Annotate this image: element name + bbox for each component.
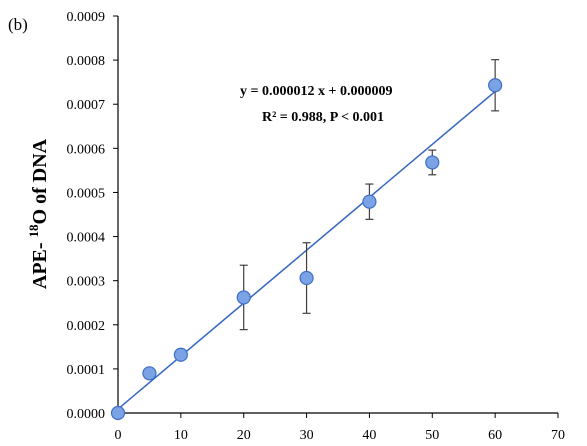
x-tick-label: 10 <box>174 428 188 443</box>
y-tick-label: 0.0008 <box>67 54 106 69</box>
data-point <box>362 194 377 209</box>
data-point <box>142 366 157 381</box>
y-axis-title-suffix: O of DNA <box>29 138 51 224</box>
y-axis-title-superscript: 18 <box>26 224 41 238</box>
regression-stats: R² = 0.988, P < 0.001 <box>262 110 384 125</box>
data-point <box>425 155 440 170</box>
y-axis-title: APE- 18O of DNA <box>26 138 51 289</box>
x-tick-label: 50 <box>425 428 439 443</box>
data-point <box>236 290 251 305</box>
y-tick-label: 0.0001 <box>67 363 106 378</box>
y-tick-label: 0.0006 <box>67 142 106 157</box>
x-tick-label: 60 <box>488 428 502 443</box>
x-tick-label: 20 <box>237 428 251 443</box>
data-point <box>173 347 188 362</box>
data-point <box>110 405 126 421</box>
panel-label: (b) <box>8 15 28 34</box>
data-point <box>299 270 314 286</box>
x-tick-label: 70 <box>551 428 565 443</box>
y-tick-label: 0.0005 <box>67 186 106 201</box>
y-axis-title-prefix: APE- <box>29 237 51 289</box>
y-tick-label: 0.0002 <box>67 319 106 334</box>
y-tick-label: 0.0009 <box>67 10 106 25</box>
data-point <box>488 78 503 93</box>
regression-equation: y = 0.000012 x + 0.000009 <box>240 84 392 99</box>
x-tick-label: 40 <box>362 428 376 443</box>
y-tick-label: 0.0007 <box>67 98 106 113</box>
x-tick-label: 30 <box>300 428 314 443</box>
y-tick-label: 0.0003 <box>67 275 106 290</box>
y-tick-label: 0.0000 <box>67 407 106 422</box>
y-tick-label: 0.0004 <box>67 231 106 246</box>
data-points <box>110 78 503 421</box>
x-tick-label: 0 <box>115 428 122 443</box>
y-axis-ticks: 0.0000 0.0001 0.0002 0.0003 0.0004 0.0005 0.00… <box>67 10 118 422</box>
x-axis-ticks: 0 10 20 30 40 50 60 70 <box>115 413 565 443</box>
